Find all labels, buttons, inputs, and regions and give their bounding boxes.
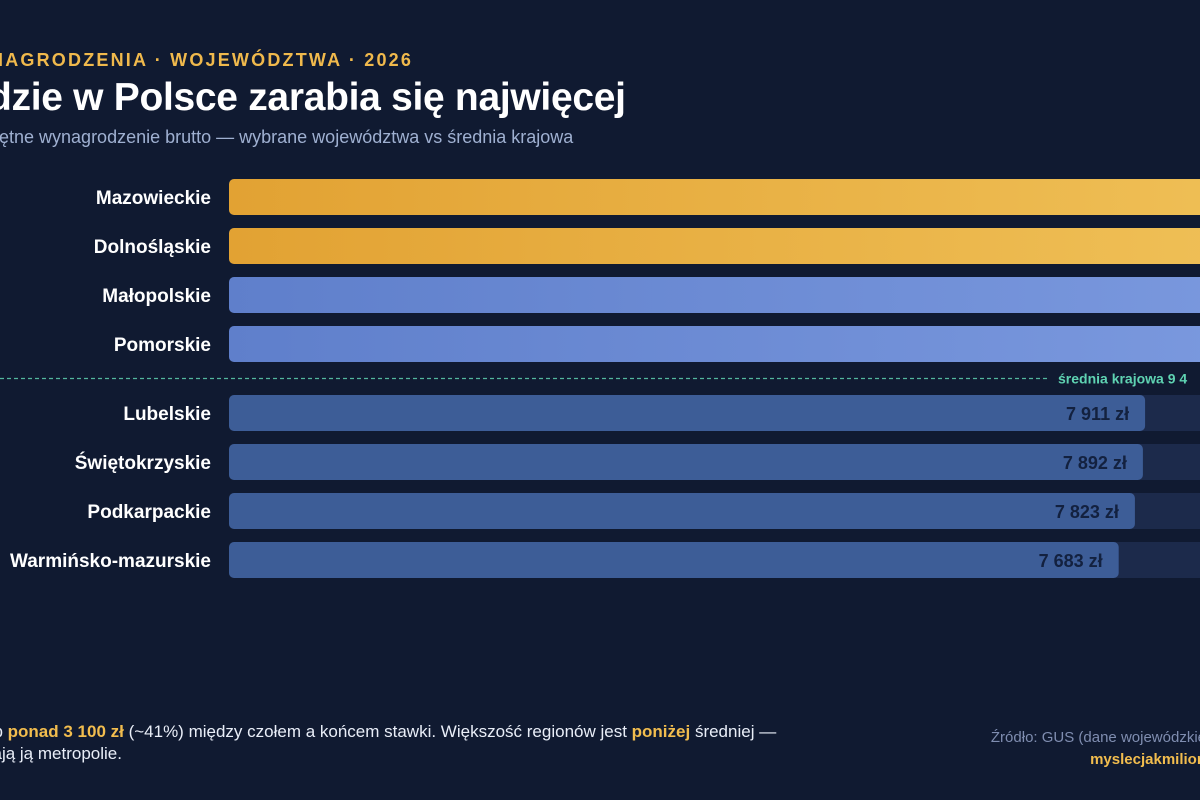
- bar-dolnoslaskie: [229, 228, 1200, 264]
- bar-swietokrzyskie: [229, 444, 1143, 480]
- source-text: Źródło: GUS (dane wojewódzkie: [990, 729, 1200, 746]
- footnote-highlight-gap: ponad 3 100 zł: [7, 722, 124, 741]
- footnote-text-2: (~41%) między czołem a końcem stawki. Wi…: [123, 722, 632, 741]
- bar-malopolskie: [229, 277, 1200, 313]
- reference-label-background: [1050, 368, 1200, 389]
- chart-title: dzie w Polsce zarabia się najwięcej: [0, 76, 626, 119]
- footnote-text-4: żają ją metropolie.: [0, 744, 122, 763]
- bar-pomorskie: [229, 326, 1200, 362]
- bar-warminsko-mazurskie: [229, 542, 1119, 578]
- value-label-warminsko-mazurskie: 7 683 zł: [1039, 551, 1103, 571]
- reference-label: średnia krajowa 9 4: [1058, 371, 1187, 387]
- brand-name: myslecjakmilion: [1090, 751, 1200, 768]
- footnote-text-3: średniej —: [690, 722, 777, 741]
- bar-mazowieckie: [229, 179, 1200, 215]
- category-label-dolnoslaskie: Dolnośląskie: [94, 237, 211, 258]
- bar-lubelskie: [229, 395, 1146, 431]
- category-label-mazowieckie: Mazowieckie: [96, 188, 211, 209]
- value-label-swietokrzyskie: 7 892 zł: [1063, 453, 1127, 473]
- category-label-malopolskie: Małopolskie: [102, 286, 211, 307]
- category-label-warminsko-mazurskie: Warmińsko-mazurskie: [10, 551, 211, 572]
- footnote-highlight-below: poniżej: [631, 722, 691, 741]
- value-label-lubelskie: 7 911 zł: [1066, 404, 1129, 424]
- category-label-swietokrzyskie: Świętokrzyskie: [75, 452, 211, 474]
- category-label-pomorskie: Pomorskie: [114, 335, 211, 356]
- value-label-podkarpackie: 7 823 zł: [1055, 502, 1119, 522]
- footnote-text-1: ęp: [0, 722, 8, 741]
- chart-kicker: NAGRODZENIA · WOJEWÓDZTWA · 2026: [0, 50, 414, 70]
- chart-subtitle: ciętne wynagrodzenie brutto — wybrane wo…: [0, 127, 574, 147]
- category-label-lubelskie: Lubelskie: [123, 404, 211, 425]
- bar-podkarpackie: [229, 493, 1135, 529]
- footnote: ęp ponad 3 100 zł (~41%) między czołem a…: [0, 721, 884, 765]
- source-note: Źródło: GUS (dane wojewódzkie myslecjakm…: [991, 727, 1200, 771]
- category-label-podkarpackie: Podkarpackie: [87, 502, 211, 523]
